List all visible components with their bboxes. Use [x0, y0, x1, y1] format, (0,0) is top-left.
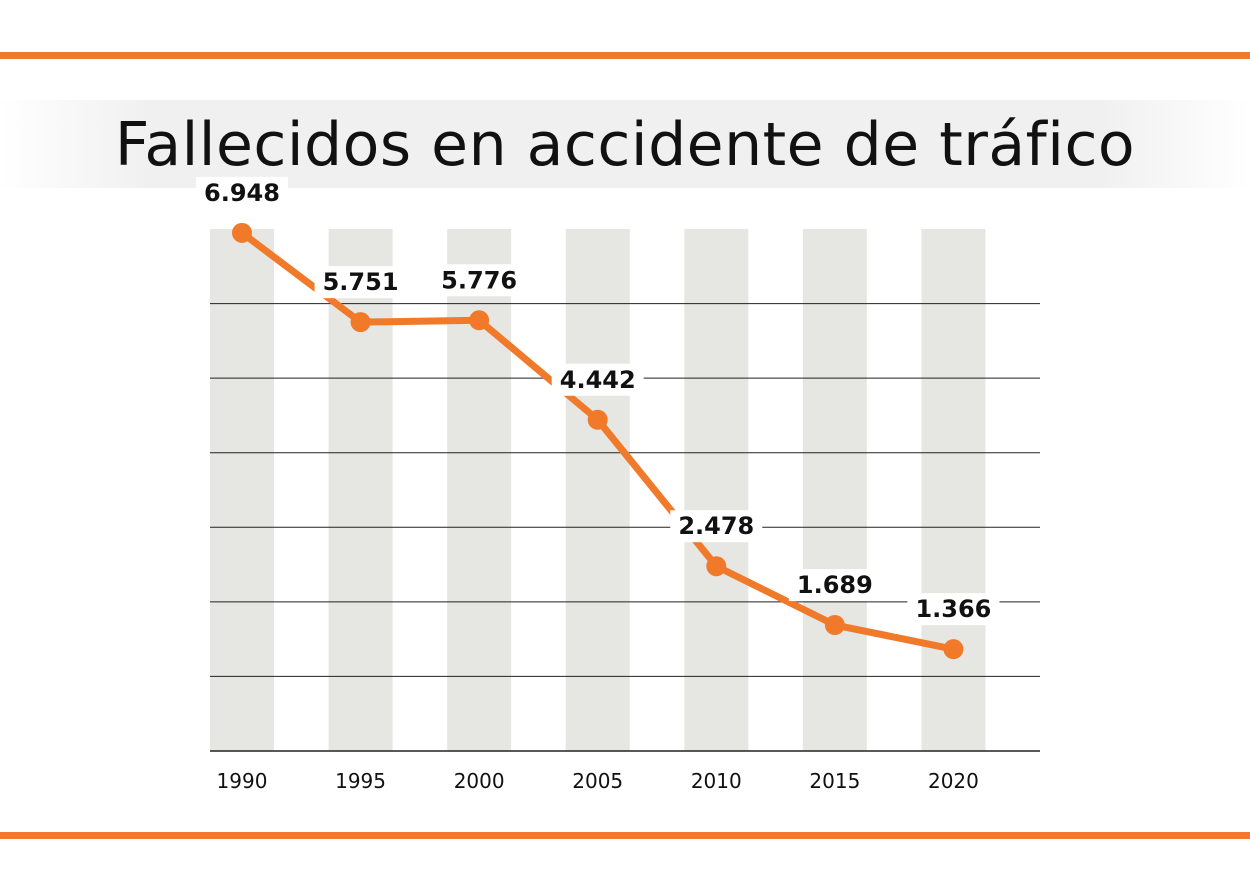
x-tick-label: 1990 — [217, 769, 268, 793]
column-band — [921, 229, 986, 751]
column-band — [210, 229, 274, 751]
data-label-background — [551, 363, 644, 396]
data-point — [232, 222, 252, 243]
top-accent-rule — [0, 52, 1250, 59]
data-point — [350, 312, 371, 333]
data-label: 4.442 — [560, 366, 636, 394]
data-label-background — [314, 266, 407, 299]
data-label-background — [433, 264, 526, 297]
column-band — [684, 229, 749, 751]
data-point — [706, 556, 727, 577]
data-label: 2.478 — [678, 512, 754, 540]
column-band — [447, 229, 512, 751]
data-label-background — [670, 510, 763, 543]
x-tick-label: 2015 — [809, 769, 860, 793]
x-tick-label: 2020 — [928, 769, 979, 793]
data-label-background — [788, 569, 881, 602]
data-point — [587, 409, 608, 430]
data-point — [943, 639, 964, 660]
column-band — [802, 229, 867, 751]
x-tick-label: 2005 — [572, 769, 623, 793]
data-label: 5.776 — [441, 266, 517, 294]
data-label: 1.366 — [915, 595, 991, 623]
bottom-accent-rule — [0, 832, 1250, 839]
chart-title: Fallecidos en accidente de tráfico — [114, 110, 1136, 180]
data-point — [824, 615, 845, 636]
x-tick-label: 1995 — [335, 769, 386, 793]
x-tick-label: 2000 — [454, 769, 505, 793]
data-label: 5.751 — [323, 268, 399, 296]
data-label-background — [196, 176, 288, 209]
data-point — [469, 310, 490, 331]
data-label-background — [907, 593, 1000, 626]
data-label: 6.948 — [204, 179, 280, 207]
data-label: 1.689 — [797, 571, 873, 599]
x-tick-label: 2010 — [691, 769, 742, 793]
column-band — [565, 229, 630, 751]
title-band — [0, 100, 1250, 188]
